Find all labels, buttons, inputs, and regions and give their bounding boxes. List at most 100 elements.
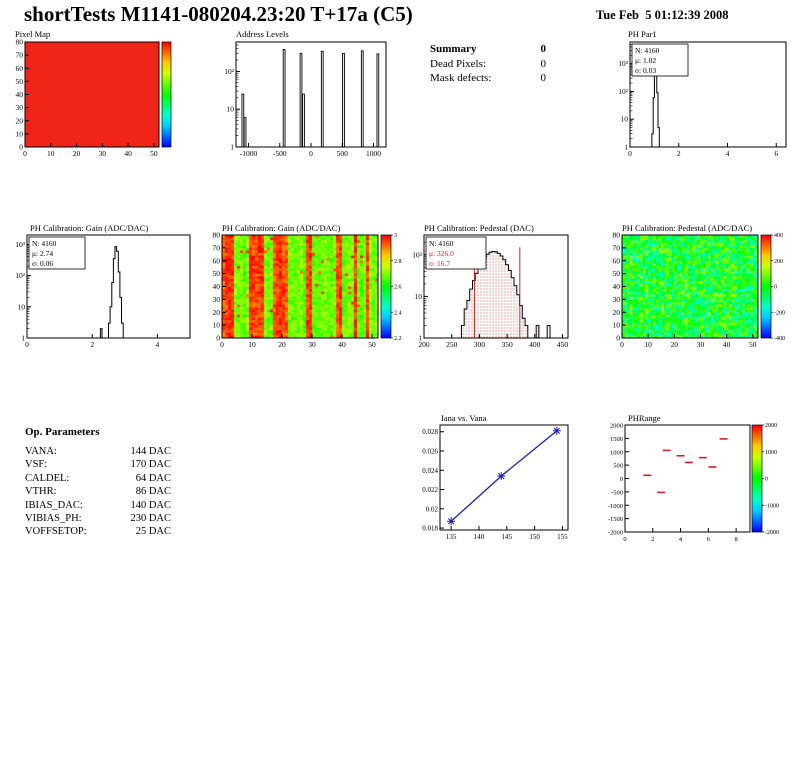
timestamp: Tue Feb 5 01:12:39 2008 (596, 8, 729, 22)
x-tick-label: 250 (446, 340, 458, 349)
op-parameter-label: VIBIAS_PH: (25, 513, 82, 525)
pedestal_hist-stats-line: σ: 16.7 (429, 259, 450, 268)
ph_range-title: PHRange (628, 413, 661, 423)
star-marker (498, 472, 505, 480)
ph_range-frame (624, 424, 751, 533)
y-tick-label: 1000 (610, 449, 623, 456)
y-tick-label: 1 (418, 334, 422, 343)
op-parameter-row: VANA: 144 DAC (25, 445, 171, 458)
star-marker (447, 518, 455, 525)
y-tick-label: 20 (613, 308, 621, 317)
x-tick-label: 8 (734, 536, 737, 543)
y-tick-label: 30 (613, 295, 621, 304)
y-tick-label: 80 (613, 231, 621, 240)
y-tick-label: 0 (216, 334, 220, 343)
gain_hist-stats-line: μ: 2.74 (32, 249, 53, 258)
x-tick-label: 200 (418, 340, 430, 349)
gain_hist-title: PH Calibration: Gain (ADC/DAC) (30, 223, 148, 233)
y-tick-label: 30 (213, 295, 221, 304)
x-tick-label: 350 (501, 340, 513, 349)
panel-gain_hist: 0 2 4 1 10 10² 10³ PH Calibration: Gain (ADC/DA… (15, 223, 191, 349)
x-tick-label: 50 (749, 340, 757, 349)
colorbar-tick-label: -400 (774, 336, 785, 342)
y-tick-label: 10 (18, 302, 26, 311)
y-tick-label: 0.02 (426, 505, 439, 513)
y-tick-label: 20 (16, 116, 24, 125)
y-tick-label: 20 (213, 308, 221, 317)
x-tick-label: 500 (337, 149, 349, 158)
x-tick-label: 0 (628, 149, 632, 158)
y-tick-label: 10 (227, 105, 235, 114)
y-tick-label: 50 (613, 269, 621, 278)
op-parameter-label: IBIAS_DAC: (25, 499, 83, 511)
x-tick-label: 0 (25, 340, 29, 349)
x-tick-label: 145 (502, 533, 513, 541)
op-parameter-value: 86 DAC (135, 486, 171, 498)
colorbar-tick-label: 3 (394, 233, 397, 239)
ph_par1-title: PH Par1 (628, 29, 657, 39)
y-tick-label: 70 (213, 243, 221, 252)
ph_range-colorbar (751, 424, 763, 533)
address_levels-title: Address Levels (236, 29, 289, 39)
data-line (450, 430, 558, 522)
ph_par1-stats-line: μ: 1.02 (635, 56, 656, 65)
y-tick-label: 40 (16, 90, 24, 99)
y-tick-label: 60 (613, 256, 621, 265)
summary-total-value: 0 (540, 43, 547, 55)
op-parameter-value: 140 DAC (130, 499, 171, 511)
op-parameter-value: 230 DAC (130, 513, 171, 525)
op-parameter-value: 64 DAC (135, 472, 171, 484)
colorbar-tick-label: 200 (774, 259, 783, 265)
star-marker (498, 472, 505, 480)
colorbar-tick-label: -1000 (765, 503, 779, 509)
op-parameter-label: VTHR: (25, 486, 57, 498)
x-tick-label: 0 (309, 149, 313, 158)
op-parameter-label: VANA: (25, 446, 57, 457)
x-tick-label: 0 (620, 340, 624, 349)
y-tick-label: 10² (412, 250, 423, 259)
x-tick-label: 0 (623, 536, 626, 543)
op-parameter-label: VSF: (25, 459, 48, 471)
colorbar-tick-label: -200 (774, 310, 785, 316)
x-tick-label: 20 (278, 340, 286, 349)
x-tick-label: 400 (529, 340, 541, 349)
colorbar-tick-label: 2.2 (394, 336, 402, 342)
panel-address_levels: -1000 -500 0 500 1000 1 10 10² Address Levels (224, 29, 387, 158)
y-tick-label: 10² (618, 87, 629, 96)
gain_map-title: PH Calibration: Gain (ADC/DAC) (222, 223, 340, 233)
op-parameter-row: IBIAS_DAC: 140 DAC (25, 499, 171, 512)
y-tick-label: 30 (16, 103, 24, 112)
y-tick-label: 0.026 (422, 448, 438, 456)
pedestal_hist-title: PH Calibration: Pedestal (DAC) (424, 223, 534, 233)
y-tick-label: 1 (21, 334, 25, 343)
y-tick-label: 10³ (15, 240, 26, 249)
page-title: shortTests M1141-080204.23:20 T+17a (C5) (24, 2, 413, 26)
y-tick-label: 0.022 (422, 486, 438, 494)
y-tick-label: 70 (16, 51, 24, 60)
summary-title: Summary (430, 43, 477, 55)
x-tick-label: 30 (308, 340, 316, 349)
x-tick-label: 20 (671, 340, 679, 349)
y-tick-label: 500 (613, 463, 623, 470)
pedestal_map-colorbar (760, 234, 772, 339)
op-parameter-value: 170 DAC (130, 459, 171, 471)
x-tick-label: 6 (774, 149, 778, 158)
y-tick-label: 10 (415, 292, 423, 301)
x-tick-label: 50 (150, 149, 158, 158)
y-tick-label: 0.018 (422, 525, 438, 533)
pedestal_hist-stats-line: μ: 326.0 (429, 249, 454, 258)
x-tick-label: 2 (651, 536, 654, 543)
x-tick-label: 450 (557, 340, 569, 349)
x-tick-label: 30 (99, 149, 107, 158)
y-tick-label: 10² (224, 67, 235, 76)
x-tick-label: 150 (529, 533, 540, 541)
colorbar-tick-label: 0 (774, 285, 777, 291)
x-tick-label: -500 (273, 149, 287, 158)
star-marker (447, 518, 455, 525)
summary-row-value: 0 (540, 57, 547, 70)
x-tick-label: 4 (156, 340, 160, 349)
y-tick-label: 10 (621, 115, 629, 124)
y-tick-label: 70 (613, 243, 621, 252)
